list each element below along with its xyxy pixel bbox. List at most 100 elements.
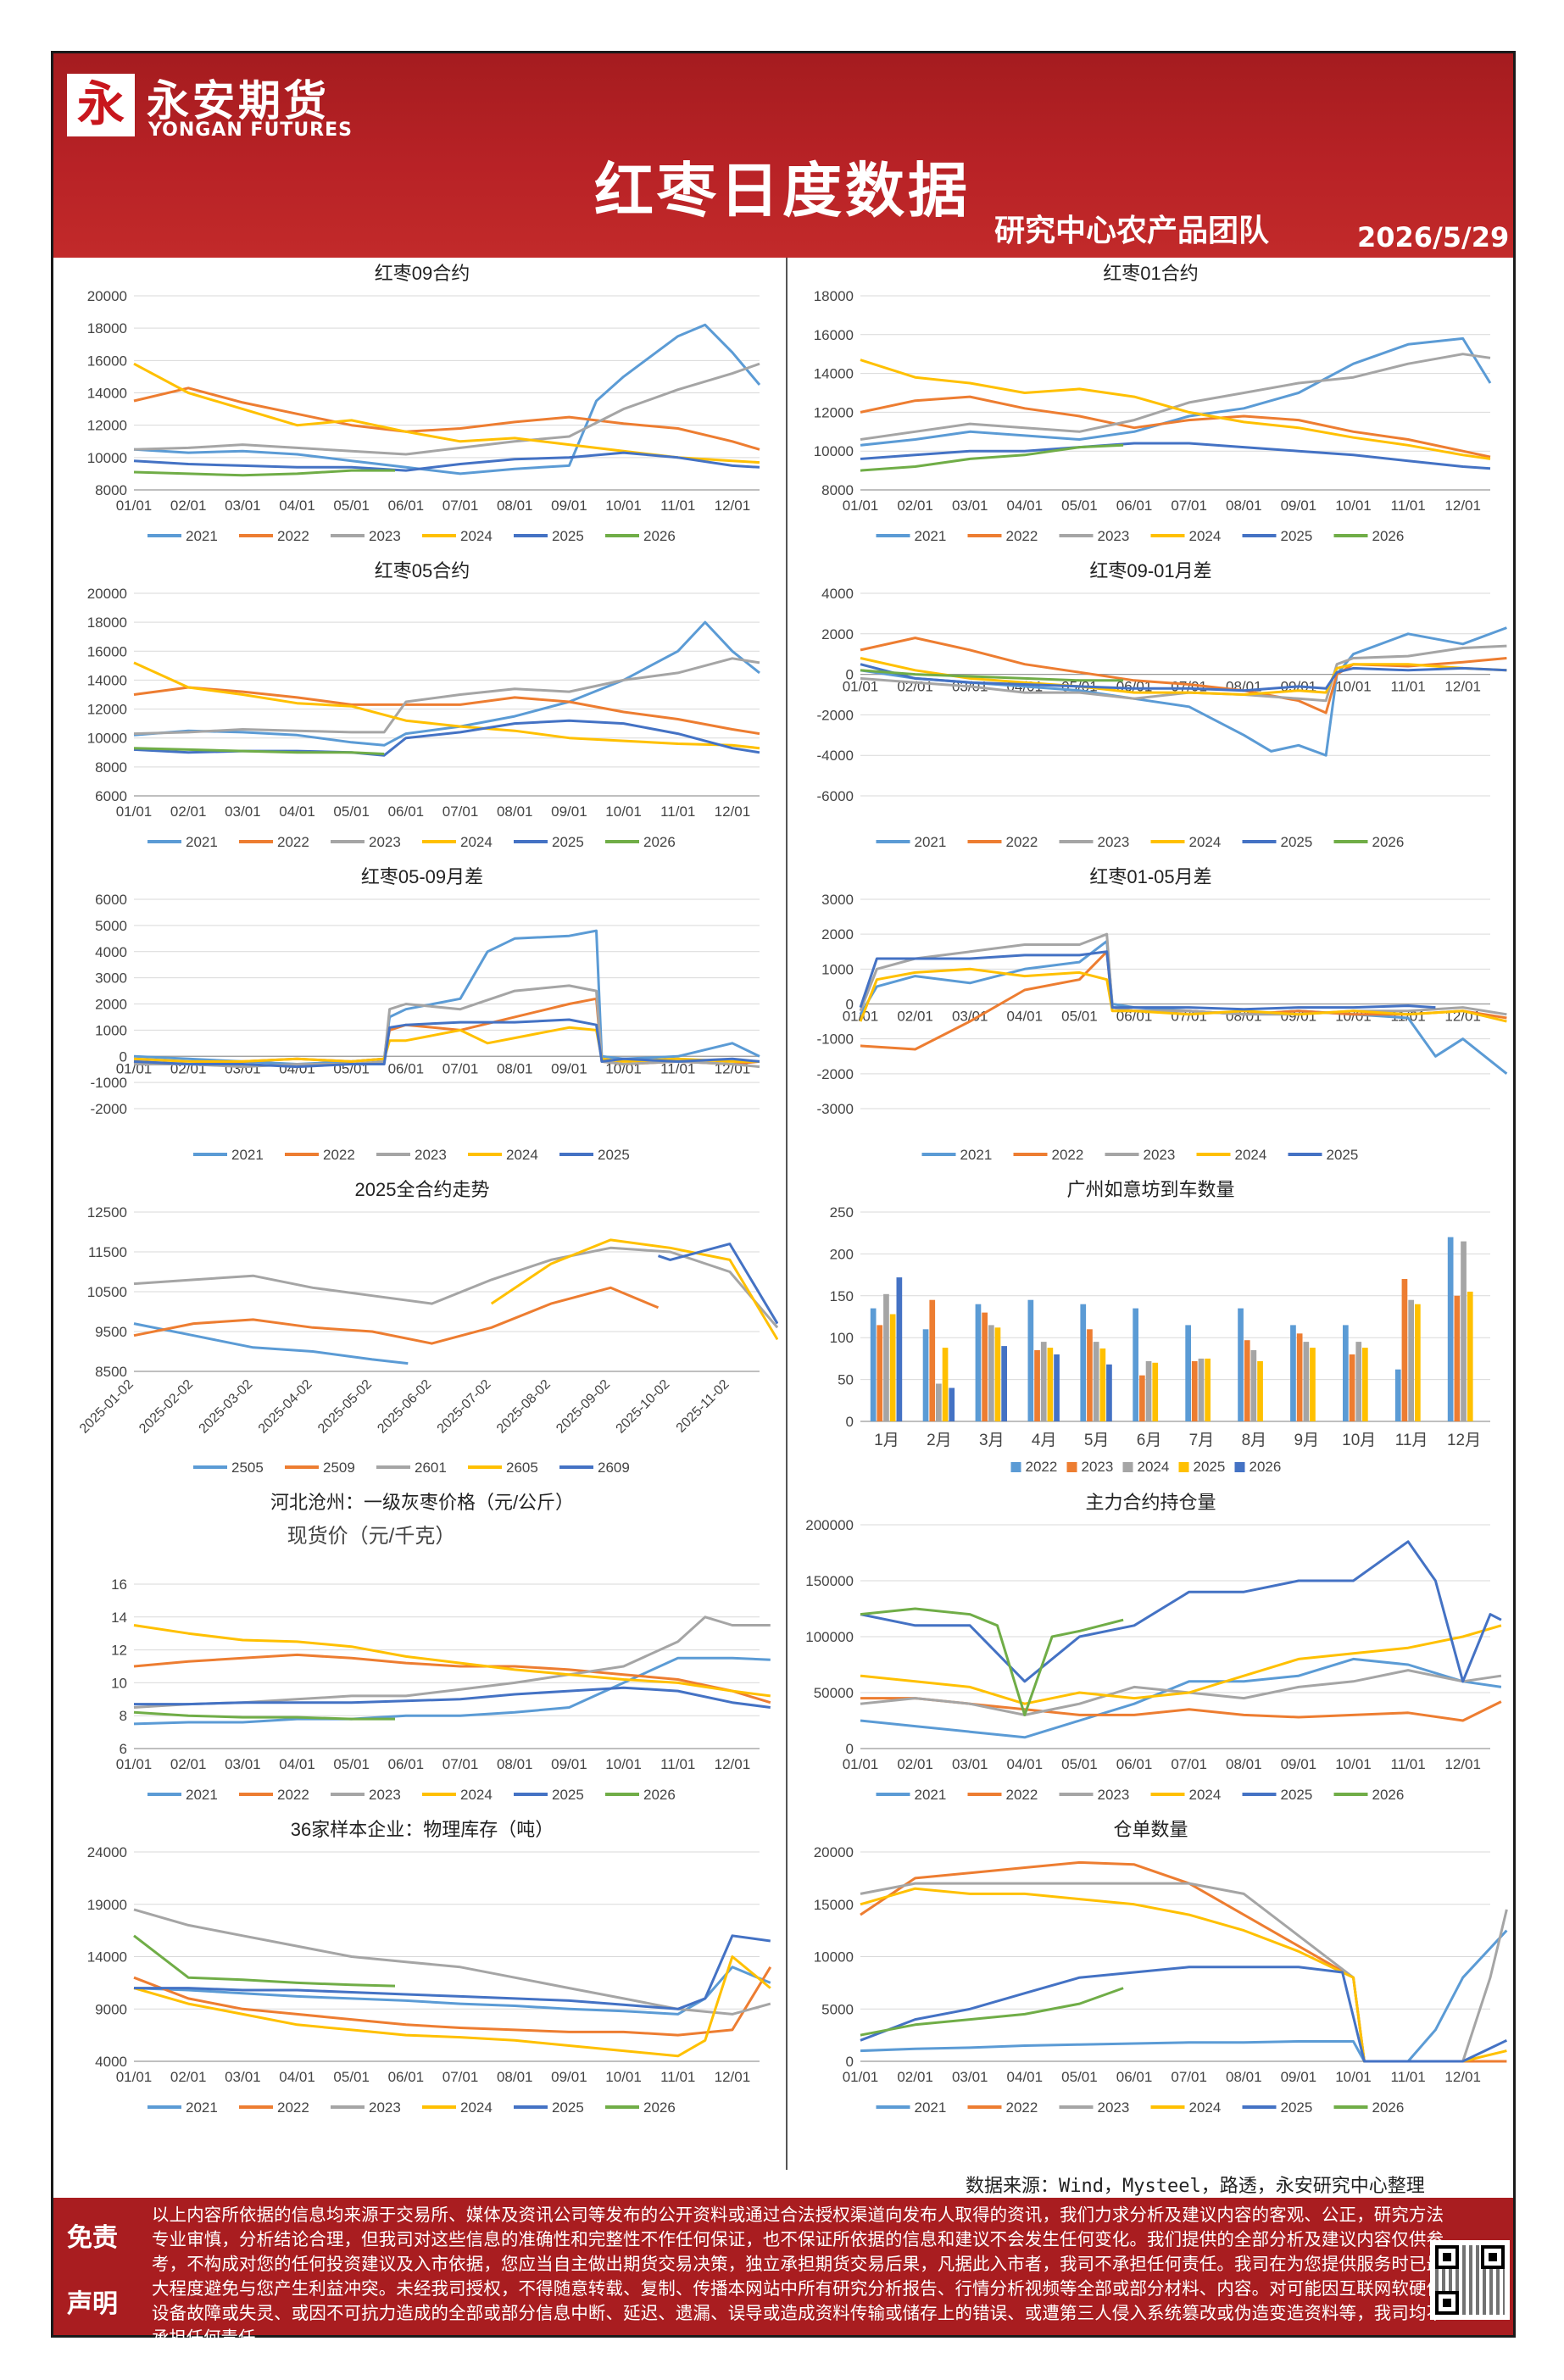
x-tick-label: 03/01 xyxy=(952,498,988,514)
legend-label: 2605 xyxy=(506,1460,538,1476)
x-tick-label: 08/01 xyxy=(497,498,533,514)
legend-label: 2021 xyxy=(231,1147,264,1163)
y-tick-label: 8 xyxy=(120,1708,127,1724)
x-tick-label: 12/01 xyxy=(1444,498,1481,514)
disclaimer-text: 以上内容所依据的信息均来源于交易所、媒体及资讯公司等发布的公开资料或通过合法授权… xyxy=(152,2205,1444,2348)
series-line-2023 xyxy=(133,1908,771,2016)
y-tick-label: 12000 xyxy=(87,418,127,434)
y-tick-label: 12500 xyxy=(87,1204,127,1221)
y-tick-label: 4000 xyxy=(95,2054,127,2070)
y-tick-label: 10000 xyxy=(814,1949,854,1966)
bar-2024 xyxy=(1303,1342,1310,1421)
x-tick-label: 07/01 xyxy=(1171,498,1207,514)
y-tick-label: 10 xyxy=(111,1675,127,1691)
legend-label: 2026 xyxy=(643,834,676,850)
page-title: 红枣日度数据 xyxy=(594,156,971,225)
legend-label: 2024 xyxy=(1189,1787,1222,1803)
legend-label: 2021 xyxy=(960,1147,993,1163)
series-line-2025 xyxy=(860,1540,1502,1683)
legend-label: 2024 xyxy=(460,2099,493,2116)
chart-title: 36家样本企业：物理库存（吨） xyxy=(291,1819,554,1840)
series-line-2021 xyxy=(860,1657,1502,1739)
legend-item: 2022 xyxy=(967,2099,1038,2116)
legend-label: 2026 xyxy=(643,1787,676,1803)
legend-item: 2022 xyxy=(239,1787,309,1803)
x-tick-label: 11/01 xyxy=(660,2069,695,2085)
y-tick-label: 4000 xyxy=(821,586,854,602)
legend-label: 2022 xyxy=(1006,1787,1038,1803)
x-tick-label: 5月 xyxy=(1084,1432,1110,1449)
x-tick-label: 07/01 xyxy=(442,498,479,514)
x-tick-label: 10/01 xyxy=(605,498,642,514)
y-tick-label: 18000 xyxy=(87,614,127,631)
disclaimer-section: 免责 声明 以上内容所依据的信息均来源于交易所、媒体及资讯公司等发布的公开资料或… xyxy=(53,2198,1513,2348)
bar-2024 xyxy=(1250,1350,1257,1421)
bar-2023 xyxy=(1349,1354,1355,1421)
x-tick-label: 12月 xyxy=(1447,1432,1481,1449)
y-tick-label: 9000 xyxy=(95,2001,127,2017)
legend-label: 2023 xyxy=(415,1147,447,1163)
legend-item: 2023 xyxy=(376,1147,447,1163)
y-tick-label: 4000 xyxy=(95,944,127,960)
chart-title: 红枣09-01月差 xyxy=(1089,560,1211,581)
x-tick-label: 8月 xyxy=(1242,1432,1267,1449)
series-line-2024 xyxy=(860,1624,1502,1705)
legend-label: 2023 xyxy=(1098,834,1130,850)
y-tick-label: 0 xyxy=(846,997,854,1013)
legend-swatch xyxy=(1234,1462,1245,1472)
legend-label: 2025 xyxy=(1281,1787,1313,1803)
y-tick-label: 8000 xyxy=(821,482,854,498)
bar-2024 xyxy=(1198,1358,1205,1421)
legend-item: 2024 xyxy=(1150,528,1221,544)
legend-item: 2025 xyxy=(514,2099,584,2116)
chart-svg: 红枣09合约 8000 10000 12000 14000 16000 18000 20000… xyxy=(87,263,761,544)
y-tick-label: 16 xyxy=(111,1576,127,1593)
bar-2023 xyxy=(1454,1295,1461,1421)
legend-label: 2025 xyxy=(1327,1147,1359,1163)
y-tick-label: 9500 xyxy=(95,1324,127,1340)
legend-item: 2024 xyxy=(1150,1787,1222,1803)
y-tick-label: 2000 xyxy=(95,997,127,1013)
x-tick-label: 10/01 xyxy=(1335,498,1372,514)
legend-item: 2022 xyxy=(967,528,1038,544)
legend-item: 2509 xyxy=(285,1460,355,1476)
x-tick-label: 05/01 xyxy=(333,804,370,820)
x-tick-label: 08/01 xyxy=(497,2069,533,2085)
y-tick-label: 0 xyxy=(120,1048,127,1065)
x-tick-label: 01/01 xyxy=(116,1756,153,1772)
y-tick-label: 14000 xyxy=(87,1949,127,1966)
legend-label: 2022 xyxy=(277,834,309,850)
x-tick-label: 07/01 xyxy=(1171,2069,1207,2085)
x-tick-label: 03/01 xyxy=(952,1009,988,1025)
y-tick-label: 16000 xyxy=(87,353,127,369)
x-tick-label: 7月 xyxy=(1189,1432,1215,1449)
bar-2022 xyxy=(1447,1237,1454,1421)
legend-item: 2026 xyxy=(1333,528,1404,544)
legend-item: 2601 xyxy=(376,1460,447,1476)
legend-item: 2024 xyxy=(1150,2099,1221,2116)
y-tick-label: 14000 xyxy=(87,672,127,688)
series-line-2022 xyxy=(860,395,1491,459)
legend-item: 2021 xyxy=(876,528,946,544)
disclaimer-label-top: 免责 xyxy=(67,2223,118,2253)
series-line-2023 xyxy=(133,657,760,736)
legend-label: 2026 xyxy=(1372,1787,1405,1803)
legend-label: 2026 xyxy=(1372,834,1405,850)
series-line-2024 xyxy=(860,359,1491,460)
legend-item: 2025 xyxy=(559,1147,630,1163)
chart-svg: 广州如意坊到车数量 0 50 100 150 200 250 1月 2月 3月 4月 5月 6月 7月 8月… xyxy=(830,1179,1490,1475)
data-source-note: 数据来源：Wind，Mysteel，路透，永安研究中心整理 xyxy=(966,2176,1425,2197)
x-tick-label: 12/01 xyxy=(1444,1756,1481,1772)
y-tick-label: 14000 xyxy=(814,366,854,382)
bar-2024 xyxy=(988,1325,994,1421)
legend-label: 2021 xyxy=(186,528,218,544)
series-line-2509 xyxy=(133,1286,660,1345)
logo-text-cn: 永安期货 xyxy=(147,76,330,125)
series-line-2021 xyxy=(133,323,761,475)
y-tick-label: 15000 xyxy=(814,1897,854,1913)
chart-title: 河北沧州：一级灰枣价格（元/公斤） xyxy=(270,1492,574,1513)
chart-title: 红枣01-05月差 xyxy=(1089,866,1211,887)
x-tick-label: 11/01 xyxy=(1390,2069,1425,2085)
y-tick-label: 250 xyxy=(830,1204,854,1221)
series-line-2609 xyxy=(658,1243,778,1325)
